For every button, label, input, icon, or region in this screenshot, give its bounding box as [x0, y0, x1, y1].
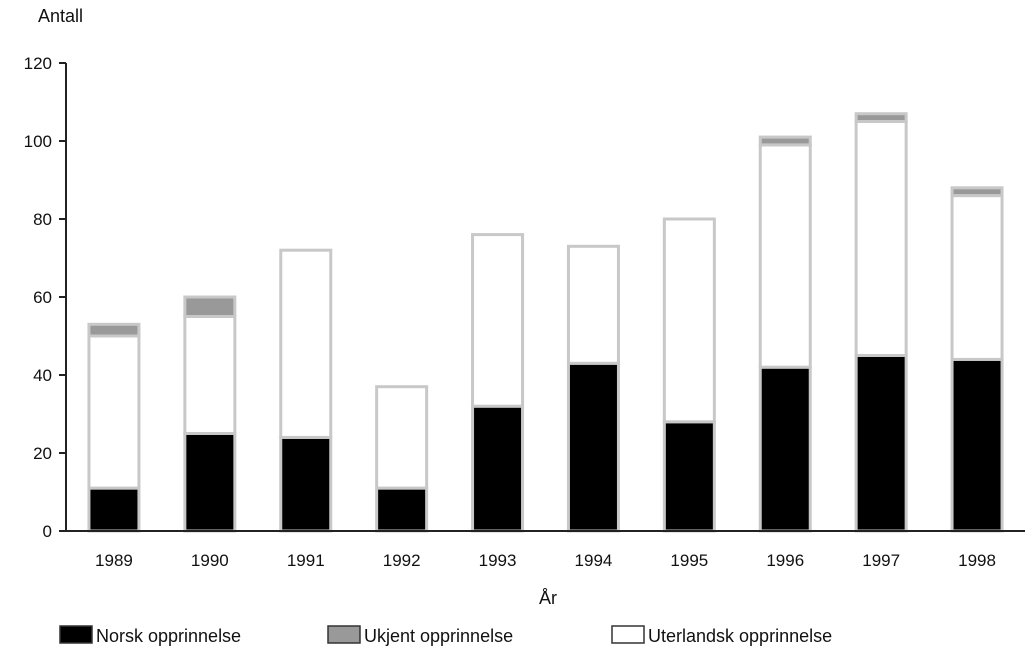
bar-segment: [854, 112, 908, 123]
bar-segment: [375, 486, 429, 533]
legend-label: Norsk opprinnelse: [96, 626, 241, 646]
bar-segment: [758, 365, 812, 533]
bar-segment: [566, 361, 620, 533]
bar-segment: [566, 244, 620, 365]
x-axis-label: År: [539, 588, 557, 608]
x-tick-label: 1992: [383, 551, 421, 570]
bar-segment: [471, 233, 525, 408]
x-tick-label: 1998: [958, 551, 996, 570]
y-tick-label: 60: [33, 288, 52, 307]
bar-segment: [471, 404, 525, 533]
y-axis: 0 20 40 60 80 100 120: [24, 54, 67, 541]
bar-segment: [950, 357, 1004, 533]
x-tick-label: 1994: [575, 551, 613, 570]
bar-segment: [183, 315, 237, 435]
x-tick-label: 1990: [191, 551, 229, 570]
bar-segment: [662, 420, 716, 533]
y-tick-label: 0: [43, 522, 52, 541]
bar-segment: [87, 334, 141, 490]
legend: Norsk opprinnelse Ukjent opprinnelse Uterl…: [59, 625, 832, 646]
x-tick-label: 1995: [670, 551, 708, 570]
bar-segment: [375, 385, 429, 490]
bar-segment: [183, 295, 237, 318]
legend-swatch: [611, 625, 645, 644]
bar-segment: [662, 217, 716, 424]
bar-segment: [950, 186, 1004, 198]
bar-segment: [87, 486, 141, 533]
bar-segment: [279, 248, 333, 439]
y-axis-label: Antall: [38, 6, 83, 26]
x-tick-label: 1993: [479, 551, 517, 570]
bars: [87, 112, 1004, 533]
bar-segment: [87, 322, 141, 338]
x-tick-label: 1996: [766, 551, 804, 570]
legend-swatch: [59, 625, 93, 644]
y-tick-label: 120: [24, 54, 52, 73]
legend-label: Ukjent opprinnelse: [364, 626, 513, 646]
y-tick-label: 20: [33, 444, 52, 463]
x-axis: 1989 1990 1991 1992 1993 1994 1995 1996 1997 1998: [66, 530, 1025, 570]
legend-label: Uterlandsk opprinnelse: [648, 626, 832, 646]
x-tick-label: 1991: [287, 551, 325, 570]
legend-swatch: [327, 625, 361, 644]
y-tick-label: 80: [33, 210, 52, 229]
x-tick-label: 1989: [95, 551, 133, 570]
bar-segment: [854, 354, 908, 533]
y-tick-label: 40: [33, 366, 52, 385]
bar-segment: [279, 435, 333, 533]
bar-segment: [183, 432, 237, 533]
y-tick-label: 100: [24, 132, 52, 151]
bar-segment: [950, 194, 1004, 361]
bar-segment: [854, 120, 908, 357]
x-tick-label: 1997: [862, 551, 900, 570]
bar-segment: [758, 143, 812, 369]
bar-segment: [758, 135, 812, 147]
